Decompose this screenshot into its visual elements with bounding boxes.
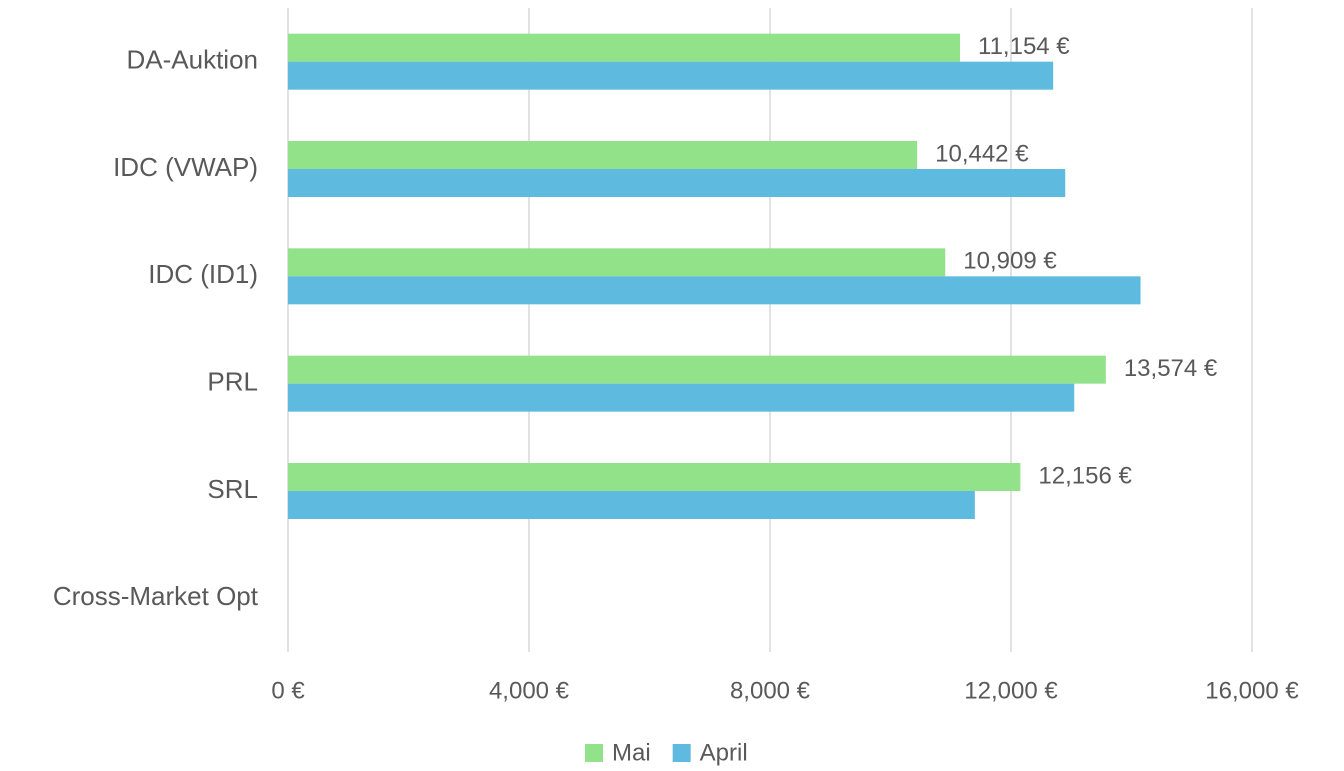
bar — [288, 276, 1141, 305]
bar — [288, 141, 918, 169]
x-tick-label: 8,000 € — [730, 677, 811, 704]
x-tick-label: 12,000 € — [964, 677, 1058, 704]
category-label: IDC (VWAP) — [113, 152, 258, 182]
bar — [288, 169, 1066, 197]
legend-swatch — [672, 744, 691, 762]
value-label: 13,574 € — [1124, 355, 1218, 382]
category-label: IDC (ID1) — [148, 259, 258, 289]
value-label: 10,909 € — [963, 248, 1057, 275]
category-label: PRL — [207, 367, 258, 397]
legend-label: Mai — [612, 739, 651, 766]
category-label: SRL — [207, 474, 258, 504]
x-tick-label: 4,000 € — [489, 677, 570, 704]
value-label: 12,156 € — [1038, 462, 1132, 489]
value-label: 10,442 € — [935, 140, 1029, 167]
bar — [288, 463, 1021, 491]
bar — [288, 33, 961, 62]
legend-swatch — [585, 744, 603, 762]
bar — [288, 355, 1106, 384]
legend-label: April — [700, 739, 748, 766]
category-label: DA-Auktion — [127, 45, 259, 75]
bar — [288, 61, 1054, 90]
bar — [288, 491, 975, 519]
value-label: 11,154 € — [978, 33, 1070, 60]
category-label: Cross-Market Opt — [53, 581, 259, 611]
bar — [288, 383, 1075, 412]
x-tick-label: 0 € — [271, 677, 305, 704]
bar — [288, 248, 946, 277]
x-tick-label: 16,000 € — [1205, 677, 1299, 704]
